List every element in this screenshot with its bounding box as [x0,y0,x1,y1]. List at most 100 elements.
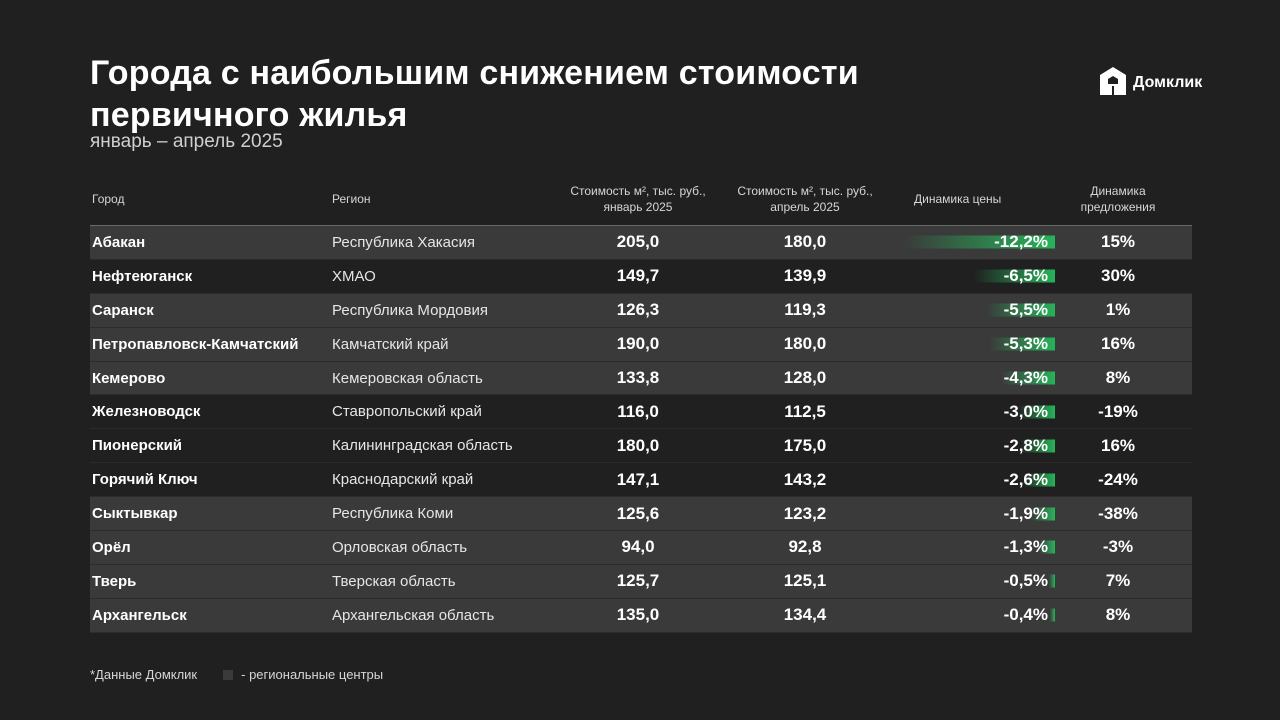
region-cell: Калининградская область [332,437,513,455]
table-row: Саранск Республика Мордовия 126,3 119,3 -5,5… [90,293,1192,328]
price-apr-cell: 92,8 [788,537,822,557]
city-cell: Абакан [92,233,146,251]
supply-dynamics-cell: 16% [1100,334,1136,354]
dynamics-bar [1001,371,1055,385]
price-jan-cell: 133,8 [616,368,660,387]
dynamics-value: -6,5% [1003,266,1048,286]
col-supply: Динамика предложения [1073,174,1163,224]
col-price-jan-line1: Стоимость м², тыс. руб., [570,184,706,198]
price-jan-cell: 116,0 [617,401,659,421]
table-row: Архангельск Архангельская область 135,0 134… [90,598,1192,633]
dynamics-bar [1017,405,1055,419]
price-apr-cell: 180,0 [783,232,827,252]
supply-dynamics-cell: -19% [1098,401,1138,421]
logo-text: Домклик [1133,74,1203,91]
price-apr-cell: 128,0 [783,368,827,387]
dynamics-value: -2,8% [1003,435,1048,455]
price-jan-cell: 205,0 [616,232,660,252]
region-cell: Кемеровская область [332,369,483,387]
source-note: *Данные Домклик [90,667,198,682]
table-row: Горячий Ключ Краснодарский край 147,1 143,2… [90,463,1192,498]
price-apr-cell: 112,5 [784,401,826,421]
region-cell: Краснодарский край [332,471,474,489]
dynamics-bar [1020,439,1055,453]
city-cell: Тверь [92,572,137,590]
dynamics-value: -1,9% [1003,503,1048,523]
table-row: Тверь Тверская область 125,7 125,1 -0,5% 7% [90,564,1192,599]
table-row: Нефтеюганск ХМАО 149,7 139,9 -6,5% 30% [90,260,1192,294]
price-jan-cell: 190,0 [616,334,660,354]
price-dynamics-cell: -1,9% [898,497,1055,530]
price-dynamics-cell: -5,5% [898,294,1055,327]
price-apr-cell: 125,1 [783,571,827,591]
price-dynamics-cell: -12,2% [898,226,1055,259]
price-dynamics-cell: -1,3% [898,531,1055,564]
dynamics-value: -0,4% [1003,605,1048,625]
region-cell: ХМАО [332,267,376,285]
col-price-jan: Стоимость м², тыс. руб., январь 2025 [560,174,716,224]
city-cell: Кемерово [92,369,166,387]
price-jan-cell: 147,1 [616,469,660,489]
table-row: Абакан Республика Хакасия 205,0 180,0 -12,2%… [90,226,1192,260]
price-jan-cell: 125,7 [616,571,660,591]
table-row: Пионерский Калининградская область 180,0 17… [90,429,1192,464]
region-cell: Тверская область [332,572,456,590]
city-cell: Орёл [92,538,131,556]
col-price-dynamics: Динамика цены [914,192,1002,206]
price-jan-cell: 180,0 [616,435,660,455]
supply-dynamics-cell: 1% [1105,300,1131,320]
price-apr-cell: 139,9 [783,266,827,286]
brand-logo: Домклик [1099,66,1203,99]
price-apr-cell: 134,4 [783,605,827,625]
col-city: Город [92,192,125,206]
price-dynamics-cell: -0,4% [898,599,1055,632]
dynamics-bar [1038,540,1055,554]
price-dynamics-cell: -2,8% [898,429,1055,462]
footer: *Данные Домклик - региональные центры [90,667,383,682]
supply-dynamics-cell: 30% [1100,266,1136,286]
col-price-apr-line1: Стоимость м², тыс. руб., [737,184,873,198]
dynamics-value: -12,2% [994,232,1048,252]
price-apr-cell: 143,2 [783,469,827,489]
table-header: Город Регион Стоимость м², тыс. руб., янв… [90,174,1192,224]
legend-swatch [223,669,234,680]
legend-label: - региональные центры [241,667,384,682]
city-cell: Архангельск [92,606,187,624]
page-title: Города с наибольшим снижением стоимости … [90,54,859,134]
table-row: Петропавловск-Камчатский Камчатский край 1… [90,327,1192,362]
price-dynamics-cell: -6,5% [898,260,1055,293]
price-apr-cell: 180,0 [783,334,827,354]
col-price-jan-line2: январь 2025 [603,200,673,214]
region-cell: Республика Мордовия [332,301,488,319]
dynamics-bar [903,235,1055,249]
supply-dynamics-cell: -3% [1102,537,1134,557]
supply-dynamics-cell: 16% [1100,435,1136,455]
col-region: Регион [332,192,371,206]
col-price-apr-line2: апрель 2025 [770,200,840,214]
price-apr-cell: 119,3 [784,300,826,320]
supply-dynamics-cell: -38% [1098,503,1138,523]
price-jan-cell: 126,3 [616,300,660,320]
city-cell: Железноводск [92,403,201,421]
data-table: Абакан Республика Хакасия 205,0 180,0 -12,2%… [90,225,1192,633]
col-price-apr: Стоимость м², тыс. руб., апрель 2025 [727,174,883,224]
price-apr-cell: 175,0 [783,435,827,455]
supply-dynamics-cell: 15% [1100,232,1136,252]
supply-dynamics-cell: -24% [1098,469,1138,489]
dynamics-bar [988,337,1055,351]
region-cell: Республика Коми [332,505,454,523]
col-supply-line2: предложения [1080,200,1156,214]
region-cell: Орловская область [332,538,468,556]
table-row: Орёл Орловская область 94,0 92,8 -1,3% -3% [90,531,1192,565]
price-dynamics-cell: -5,3% [898,328,1055,361]
table-row: Кемерово Кемеровская область 133,8 128,0 -4,… [90,361,1192,396]
price-dynamics-cell: -2,6% [898,463,1055,496]
dynamics-bar [1050,608,1055,622]
dynamics-value: -3,0% [1003,401,1048,421]
price-dynamics-cell: -3,0% [898,395,1055,428]
dynamics-bar [986,303,1055,317]
price-apr-cell: 123,2 [783,503,827,523]
page-subtitle: январь – апрель 2025 [90,131,283,152]
region-cell: Камчатский край [332,335,449,353]
dynamics-bar [1022,473,1055,487]
